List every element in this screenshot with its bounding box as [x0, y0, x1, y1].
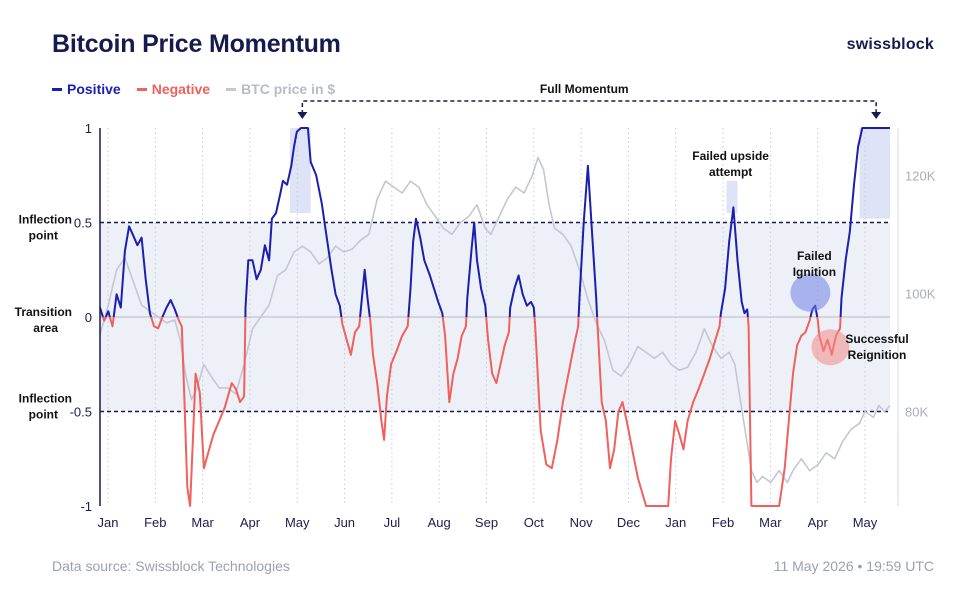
y-left-tick-label: 1	[85, 121, 92, 136]
full-momentum-zone-may-2026	[859, 128, 890, 219]
x-tick-label: Jan	[665, 515, 686, 530]
y-right-tick-label: 100K	[905, 286, 936, 301]
legend-swatch-positive	[52, 87, 62, 91]
x-tick-label: May	[853, 515, 878, 530]
legend: Positive Negative BTC price in $	[52, 81, 335, 97]
momentum-segment-negative	[150, 316, 164, 330]
x-tick-label: Jan	[98, 515, 119, 530]
legend-swatch-btc	[226, 87, 237, 91]
successful-reignition-marker	[811, 329, 850, 366]
arrow-down-icon	[871, 112, 882, 119]
x-tick-label: Feb	[712, 515, 734, 530]
legend-label-positive: Positive	[67, 81, 121, 97]
arrow-down-icon	[297, 112, 308, 119]
momentum-segment-positive	[104, 310, 111, 318]
momentum-segment-negative	[596, 316, 722, 507]
y-left-tick-label: 0	[85, 310, 92, 325]
y-left-tick-label: -0.5	[70, 405, 92, 420]
momentum-segment-positive	[161, 299, 179, 318]
legend-item-btc: BTC price in $	[226, 81, 335, 97]
momentum-segment-positive	[407, 217, 444, 318]
momentum-segment-negative	[176, 316, 247, 507]
data-source-note: Data source: Swissblock Technologies	[52, 558, 290, 574]
full-momentum-zone-may	[289, 128, 311, 214]
legend-item-positive: Positive	[52, 81, 121, 97]
legend-label-negative: Negative	[151, 81, 211, 97]
y-left-tick-label: 0.5	[74, 216, 92, 231]
chart-title: Bitcoin Price Momentum	[52, 30, 341, 58]
x-tick-label: Jul	[384, 515, 401, 530]
successful-reignition-label: Successful Reignition	[845, 332, 908, 362]
x-tick-label: Oct	[524, 515, 545, 530]
side-label-inflection-top: Inflection point	[19, 213, 72, 243]
x-tick-label: Mar	[191, 515, 214, 530]
x-tick-label: Apr	[240, 515, 261, 530]
momentum-segment-positive	[508, 274, 536, 318]
failed-upside-zone	[726, 180, 738, 214]
momentum-segment-positive	[719, 206, 749, 318]
legend-swatch-negative	[136, 87, 147, 91]
failed-ignition-label: Failed Ignition	[793, 249, 836, 279]
x-tick-label: Aug	[428, 515, 451, 530]
btc-price-line	[99, 156, 891, 484]
y-right-tick-label: 80K	[905, 405, 928, 420]
momentum-segment-positive	[359, 268, 371, 318]
legend-item-negative: Negative	[136, 81, 211, 97]
momentum-segment-negative	[533, 316, 580, 470]
full-momentum-label: Full Momentum	[540, 82, 629, 96]
y-right-tick-label: 120K	[905, 168, 936, 183]
momentum-segment-negative	[340, 316, 362, 356]
x-tick-label: Dec	[617, 515, 641, 530]
timestamp: 11 May 2026 • 19:59 UTC	[773, 558, 934, 574]
x-tick-label: Sep	[475, 515, 498, 530]
side-label-inflection-bottom: Inflection point	[19, 392, 72, 422]
momentum-segment-positive	[244, 127, 343, 318]
x-tick-label: Feb	[144, 515, 166, 530]
failed-upside-label: Failed upside attempt	[692, 149, 769, 179]
momentum-segment-negative	[441, 316, 468, 404]
legend-label-btc: BTC price in $	[241, 81, 336, 97]
x-tick-label: Apr	[808, 515, 829, 530]
momentum-segment-negative	[485, 316, 511, 385]
momentum-segment-positive	[577, 164, 599, 318]
brand-logo: swissblock	[846, 36, 934, 53]
x-tick-label: Mar	[759, 515, 782, 530]
momentum-segment-positive	[465, 221, 488, 318]
failed-ignition-marker	[790, 273, 831, 312]
x-tick-label: Nov	[570, 515, 594, 530]
y-left-tick-label: -1	[80, 499, 92, 514]
momentum-segment-positive	[839, 127, 890, 318]
x-tick-label: May	[285, 515, 310, 530]
momentum-segment-positive	[112, 225, 153, 318]
momentum-segment-negative	[102, 316, 107, 322]
full-momentum-bracket	[301, 100, 877, 114]
momentum-segment-negative	[108, 316, 115, 328]
x-tick-label: Jun	[334, 515, 355, 530]
momentum-segment-negative	[368, 316, 410, 441]
side-label-transition: Transition area	[15, 305, 72, 335]
momentum-segment-negative	[746, 316, 812, 507]
